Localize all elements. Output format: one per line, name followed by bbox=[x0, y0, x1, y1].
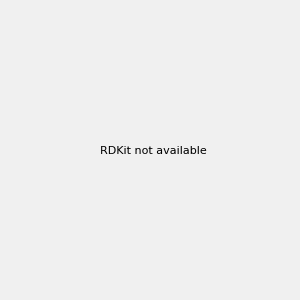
Text: RDKit not available: RDKit not available bbox=[100, 146, 207, 157]
